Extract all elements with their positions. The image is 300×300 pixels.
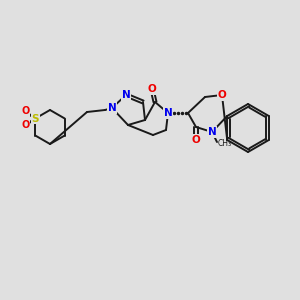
Text: O: O: [148, 84, 156, 94]
Text: O: O: [192, 135, 200, 145]
Text: S: S: [32, 113, 39, 124]
Text: N: N: [208, 127, 216, 137]
Text: N: N: [122, 90, 130, 100]
Text: N: N: [108, 103, 116, 113]
Text: CH₃: CH₃: [218, 139, 232, 148]
Text: O: O: [21, 121, 29, 130]
Text: O: O: [21, 106, 29, 116]
Text: N: N: [164, 108, 172, 118]
Text: O: O: [218, 90, 226, 100]
